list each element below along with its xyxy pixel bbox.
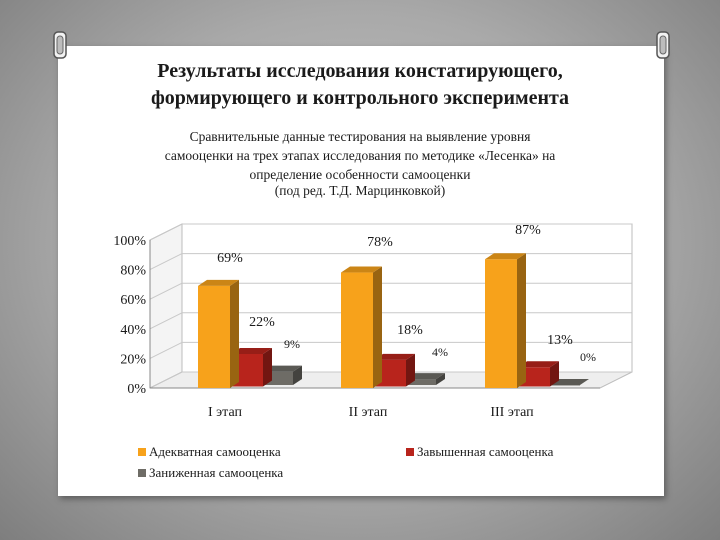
x-category-label: III этап: [490, 405, 534, 420]
legend-item-overestimated: Завышенная самооценка: [406, 444, 553, 460]
bar-side: [436, 373, 445, 385]
bar-top: [198, 279, 239, 286]
bar-side: [230, 279, 239, 388]
bar-top: [231, 347, 272, 354]
y-tick-label: 0%: [127, 382, 146, 397]
bar-side: [550, 361, 559, 387]
bar-front: [404, 379, 436, 385]
chart-bars: [198, 253, 589, 388]
y-tick-label: 20%: [120, 352, 146, 367]
pin-left-icon: [53, 31, 67, 59]
legend-swatch-adequate: [138, 448, 146, 456]
subtitle-line-1: Сравнительные данные тестирования на выя…: [189, 129, 531, 144]
data-label: 13%: [547, 333, 573, 348]
gridline-side: [149, 312, 183, 330]
bar-side: [406, 353, 415, 387]
data-label: 22%: [249, 315, 275, 330]
bar-side: [517, 253, 526, 388]
data-label: 18%: [397, 323, 423, 338]
bar-top: [485, 253, 526, 260]
y-tick-label: 60%: [120, 293, 146, 308]
data-label: 9%: [284, 337, 300, 351]
subtitle-line-2: самооценки на трех этапах исследования п…: [164, 148, 556, 163]
pin-right-icon: [656, 31, 670, 59]
data-label: 87%: [515, 223, 541, 238]
y-tick-label: 100%: [113, 234, 146, 249]
legend-swatch-underestimated: [138, 469, 146, 477]
editor-credit: (под ред. Т.Д. Марцинковкой): [274, 183, 446, 198]
title-line-2: формирующего и контрольного эксперимента: [150, 87, 570, 109]
data-label: 4%: [432, 345, 448, 359]
legend-item-adequate: Адекватная самооценка: [138, 444, 281, 460]
y-tick-label: 40%: [120, 323, 146, 338]
bar-top: [341, 266, 382, 273]
legend-swatch-overestimated: [406, 448, 414, 456]
subtitle-line-3: определение особенности самооценки: [249, 167, 471, 182]
data-label: 0%: [580, 350, 596, 364]
bar-adequate-1: [198, 279, 239, 388]
chart-labels: 0% 20% 40% 60% 80% 100% I этап II этап III этап 6…: [113, 223, 596, 420]
bar-front: [548, 385, 580, 386]
slide-title: Результаты исследования констатирующего,…: [0, 58, 720, 112]
chart-side-wall: [149, 223, 183, 389]
bar-front: [485, 259, 517, 388]
bar-side: [373, 266, 382, 388]
chart-subtitle: Сравнительные данные тестирования на выя…: [110, 127, 610, 184]
legend-item-underestimated: Заниженная самооценка: [138, 465, 283, 481]
x-category-label: II этап: [349, 405, 388, 420]
bar-side: [263, 347, 272, 387]
gridline-side: [149, 371, 183, 389]
legend-label-underestimated: Заниженная самооценка: [149, 465, 284, 480]
legend-label-adequate: Адекватная самооценка: [149, 444, 281, 459]
gridline-side: [149, 282, 183, 300]
y-tick-label: 80%: [120, 264, 146, 279]
bar-adequate-3: [485, 253, 526, 388]
gridline-side: [149, 253, 183, 271]
bar-side: [293, 365, 302, 385]
gridline-side: [149, 223, 183, 241]
x-category-label: I этап: [208, 405, 242, 420]
data-label: 78%: [367, 235, 393, 250]
bar-top: [374, 353, 415, 360]
data-label: 69%: [217, 251, 243, 266]
bar-front: [341, 272, 373, 388]
legend-label-overestimated: Завышенная самооценка: [417, 444, 554, 459]
bar-top: [518, 361, 559, 368]
gridline-side: [149, 341, 183, 359]
bar-front: [198, 285, 230, 388]
bar-adequate-2: [341, 266, 382, 388]
title-line-1: Результаты исследования констатирующего,: [157, 60, 563, 82]
